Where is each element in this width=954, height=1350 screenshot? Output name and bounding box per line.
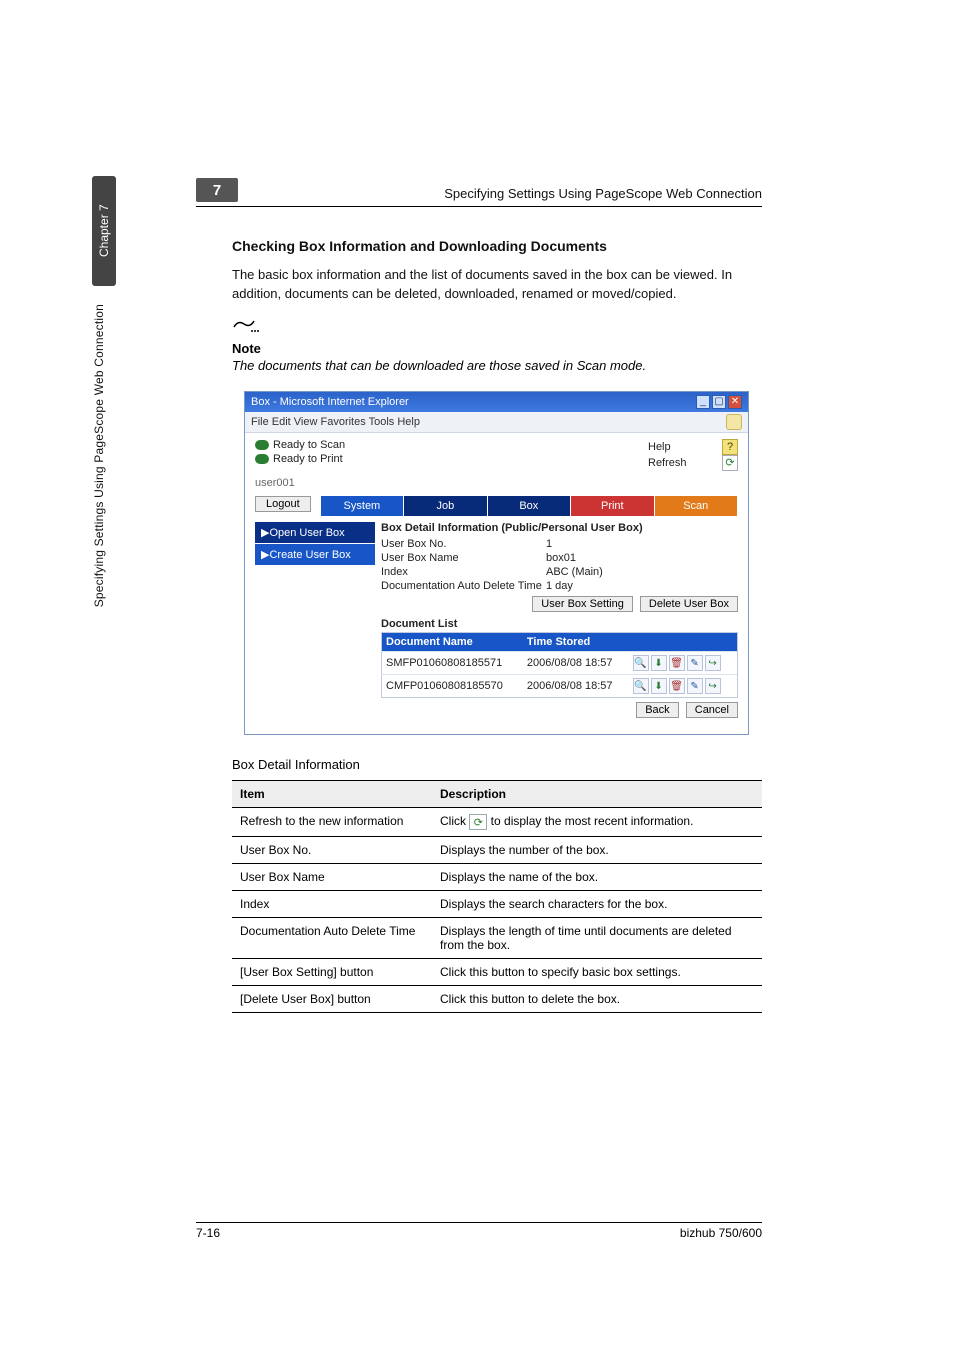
- box-detail-table: Item Description Refresh to the new info…: [232, 780, 762, 1013]
- print-led-icon: [255, 454, 269, 464]
- kv-boxno-v: 1: [546, 538, 738, 550]
- kv-index-k: Index: [381, 566, 546, 578]
- ie-menubar: File Edit View Favorites Tools Help: [245, 412, 748, 433]
- rename-icon[interactable]: ✎: [687, 678, 703, 694]
- ie-window: Box - Microsoft Internet Explorer _ ▢ ✕ …: [244, 391, 749, 736]
- window-controls: _ ▢ ✕: [696, 395, 742, 409]
- window-titlebar: Box - Microsoft Internet Explorer _ ▢ ✕: [245, 392, 748, 412]
- tab-job[interactable]: Job: [404, 496, 487, 516]
- user-box-setting-button[interactable]: User Box Setting: [532, 596, 633, 612]
- tab-print[interactable]: Print: [571, 496, 654, 516]
- row-setting-desc: Click this button to specify basic box s…: [432, 959, 762, 986]
- cancel-button[interactable]: Cancel: [686, 702, 738, 718]
- dochead-actions: [629, 632, 738, 651]
- download-icon[interactable]: ⬇: [651, 655, 667, 671]
- status-scan: Ready to Scan: [273, 439, 345, 451]
- row-index-desc: Displays the search characters for the b…: [432, 891, 762, 918]
- kv-autodel-k: Documentation Auto Delete Time: [381, 580, 546, 592]
- row-boxname-desc: Displays the name of the box.: [432, 864, 762, 891]
- doc-time: 2006/08/08 18:57: [523, 674, 629, 698]
- chapter-tab: Chapter 7: [92, 176, 116, 286]
- sidebar-open-user-box[interactable]: ▶Open User Box: [255, 522, 375, 544]
- row-autodel-item: Documentation Auto Delete Time: [232, 918, 432, 959]
- box-detail-caption: Box Detail Information: [232, 757, 762, 772]
- status-print: Ready to Print: [273, 453, 343, 465]
- help-icon[interactable]: ?: [722, 439, 738, 455]
- note-text: The documents that can be downloaded are…: [232, 358, 762, 373]
- rename-icon[interactable]: ✎: [687, 655, 703, 671]
- row-refresh-desc: Click ⟳ to display the most recent infor…: [432, 808, 762, 837]
- logout-button[interactable]: Logout: [255, 496, 311, 512]
- chapter-number: 7: [196, 178, 238, 202]
- panel-title: Box Detail Information (Public/Personal …: [381, 522, 738, 534]
- menu-items[interactable]: File Edit View Favorites Tools Help: [251, 416, 420, 428]
- dochead-name: Document Name: [382, 632, 523, 651]
- side-tab: Chapter 7 Specifying Settings Using Page…: [92, 176, 122, 716]
- col-item: Item: [232, 781, 432, 808]
- document-list-table: Document Name Time Stored SMFP0106080818…: [381, 632, 738, 699]
- note-icon: [232, 318, 260, 341]
- tab-scan[interactable]: Scan: [655, 496, 738, 516]
- refresh-icon: ⟳: [469, 814, 487, 830]
- dochead-time: Time Stored: [523, 632, 629, 651]
- kv-boxno-k: User Box No.: [381, 538, 546, 550]
- sidebar-create-user-box[interactable]: ▶Create User Box: [255, 544, 375, 566]
- table-row: SMFP01060808185571 2006/08/08 18:57 🔍 ⬇ …: [382, 651, 738, 674]
- refresh-icon[interactable]: ⟳: [722, 455, 738, 471]
- window-title: Box - Microsoft Internet Explorer: [251, 396, 409, 408]
- kv-autodel-v: 1 day: [546, 580, 738, 592]
- model-name: bizhub 750/600: [680, 1226, 762, 1240]
- section-paragraph: The basic box information and the list o…: [232, 266, 762, 304]
- back-button[interactable]: Back: [636, 702, 678, 718]
- move-icon[interactable]: ↪: [705, 655, 721, 671]
- kv-boxname-v: box01: [546, 552, 738, 564]
- table-row: CMFP01060808185570 2006/08/08 18:57 🔍 ⬇ …: [382, 674, 738, 698]
- download-icon[interactable]: ⬇: [651, 678, 667, 694]
- row-refresh-item: Refresh to the new information: [232, 808, 432, 837]
- col-desc: Description: [432, 781, 762, 808]
- row-delete-desc: Click this button to delete the box.: [432, 986, 762, 1013]
- section-heading: Checking Box Information and Downloading…: [232, 238, 762, 254]
- row-autodel-desc: Displays the length of time until docume…: [432, 918, 762, 959]
- tab-box[interactable]: Box: [488, 496, 571, 516]
- row-boxname-item: User Box Name: [232, 864, 432, 891]
- row-setting-item: [User Box Setting] button: [232, 959, 432, 986]
- ie-logo-icon: [726, 414, 742, 430]
- minimize-icon[interactable]: _: [696, 395, 710, 409]
- note-block: Note The documents that can be downloade…: [232, 318, 762, 373]
- row-boxno-item: User Box No.: [232, 837, 432, 864]
- tab-system[interactable]: System: [321, 496, 404, 516]
- view-icon[interactable]: 🔍: [633, 655, 649, 671]
- delete-icon[interactable]: 🗑: [669, 655, 685, 671]
- scan-led-icon: [255, 440, 269, 450]
- page-footer: 7-16 bizhub 750/600: [196, 1222, 762, 1240]
- help-link[interactable]: Help: [648, 441, 671, 453]
- doc-name: SMFP01060808185571: [382, 651, 523, 674]
- doc-name: CMFP01060808185570: [382, 674, 523, 698]
- row-index-item: Index: [232, 891, 432, 918]
- running-head: Specifying Settings Using PageScope Web …: [324, 186, 762, 201]
- row-boxno-desc: Displays the number of the box.: [432, 837, 762, 864]
- refresh-link[interactable]: Refresh: [648, 457, 687, 469]
- document-list-title: Document List: [381, 618, 738, 630]
- row-delete-item: [Delete User Box] button: [232, 986, 432, 1013]
- side-long-title: Specifying Settings Using PageScope Web …: [92, 304, 106, 607]
- page-number: 7-16: [196, 1226, 220, 1240]
- view-icon[interactable]: 🔍: [633, 678, 649, 694]
- kv-index-v: ABC (Main): [546, 566, 738, 578]
- move-icon[interactable]: ↪: [705, 678, 721, 694]
- logged-user: user001: [255, 477, 738, 489]
- maximize-icon[interactable]: ▢: [712, 395, 726, 409]
- kv-boxname-k: User Box Name: [381, 552, 546, 564]
- header-rule: [196, 206, 762, 207]
- note-label: Note: [232, 341, 762, 356]
- printer-status: Ready to Scan Ready to Print: [255, 439, 345, 465]
- doc-time: 2006/08/08 18:57: [523, 651, 629, 674]
- close-icon[interactable]: ✕: [728, 395, 742, 409]
- delete-icon[interactable]: 🗑: [669, 678, 685, 694]
- delete-user-box-button[interactable]: Delete User Box: [640, 596, 738, 612]
